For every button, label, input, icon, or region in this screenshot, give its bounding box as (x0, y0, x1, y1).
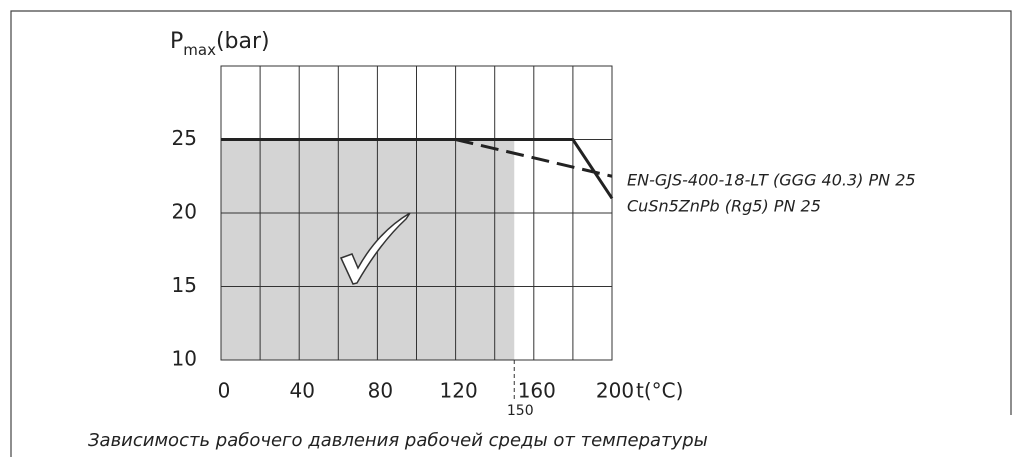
y-tick-label: 20 (172, 200, 197, 224)
y-tick-label: 15 (172, 273, 197, 297)
marker-label: 150 (507, 403, 534, 419)
check-mark (339, 212, 411, 285)
caption: Зависимость рабочего давления рабочей ср… (88, 430, 708, 451)
y-axis-label: Pmax(bar) (170, 29, 270, 59)
x-axis-label: t(°C) (636, 379, 683, 403)
series-line (455, 138, 613, 178)
x-tick-label: 80 (368, 379, 393, 403)
frame (10, 10, 1012, 457)
series-line (221, 138, 614, 200)
x-tick-label: 40 (289, 379, 314, 403)
x-tick-label: 160 (518, 379, 556, 403)
plot-frame (220, 65, 613, 361)
y-label-unit: (bar) (216, 29, 270, 54)
x-tick-label: 200 (596, 379, 634, 403)
legend-label: EN-GJS-400-18-LT (GGG 40.3) PN 25 (627, 171, 916, 190)
plot: 0 40 80 120 160 200 10 15 20 25 150 EN-GJS-400-18-L… (172, 65, 916, 419)
legend-label: CuSn5ZnPb (Rg5) PN 25 (627, 197, 821, 216)
y-label-sub: max (183, 41, 216, 59)
y-label-main: P (170, 29, 183, 54)
shaded-area (221, 139, 515, 360)
y-tick-label: 25 (172, 126, 197, 150)
y-tick-label: 10 (172, 347, 197, 371)
x-tick-label: 120 (440, 379, 478, 403)
x-tick-label: 0 (218, 379, 231, 403)
